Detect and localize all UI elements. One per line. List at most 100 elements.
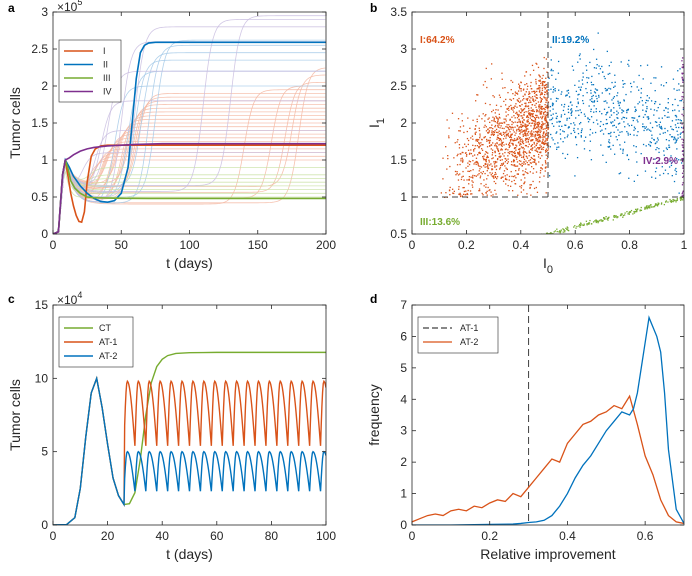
scatter-point xyxy=(532,98,534,100)
scatter-point xyxy=(533,90,536,92)
scatter-point xyxy=(659,174,661,176)
scatter-point xyxy=(680,120,683,122)
scatter-point xyxy=(680,100,683,102)
scatter-point xyxy=(590,116,593,118)
scatter-point xyxy=(548,175,551,177)
scatter-point xyxy=(522,89,525,91)
scatter-point xyxy=(550,59,552,61)
scatter-point xyxy=(530,119,533,121)
scatter-point xyxy=(500,149,502,151)
scatter-point xyxy=(458,188,460,190)
scatter-point xyxy=(605,90,607,92)
scatter-point xyxy=(612,144,614,147)
scatter-point xyxy=(601,113,603,115)
scatter-point xyxy=(501,143,503,145)
scatter-point xyxy=(468,170,471,173)
scatter-point xyxy=(519,105,522,107)
scatter-point xyxy=(570,108,573,110)
scatter-point xyxy=(518,141,520,143)
scatter-point xyxy=(447,157,449,160)
scatter-point xyxy=(526,105,528,108)
scatter-point xyxy=(530,131,532,133)
scatter-point xyxy=(476,140,479,142)
scatter-point xyxy=(654,170,657,173)
scatter-point xyxy=(525,160,527,162)
scatter-point xyxy=(483,126,485,128)
scatter-point xyxy=(482,171,485,173)
scatter-point xyxy=(520,108,522,110)
scatter-point xyxy=(529,133,531,135)
scatter-point xyxy=(538,133,540,136)
scatter-point xyxy=(663,85,665,87)
scatter-point xyxy=(543,132,545,134)
scatter-point xyxy=(462,146,464,149)
scatter-point xyxy=(560,229,562,231)
scatter-point xyxy=(617,216,619,218)
scatter-point xyxy=(529,85,532,87)
scatter-point xyxy=(497,149,500,152)
scatter-point xyxy=(538,122,541,125)
scatter-point xyxy=(516,111,518,114)
scatter-point xyxy=(590,92,592,94)
scatter-point xyxy=(545,130,548,132)
scatter-point xyxy=(538,153,540,156)
scatter-point xyxy=(535,138,537,140)
scatter-point xyxy=(531,139,533,142)
scatter-point xyxy=(473,154,476,156)
scatter-point xyxy=(541,164,544,166)
scatter-point xyxy=(505,133,508,136)
scatter-point xyxy=(487,152,489,154)
scatter-point xyxy=(534,122,536,124)
scatter-point xyxy=(509,145,511,147)
axes-frame xyxy=(52,304,327,526)
scatter-point xyxy=(486,251,487,252)
scatter-point xyxy=(536,138,538,141)
x-tick-label: 40 xyxy=(156,529,170,543)
scatter-point xyxy=(625,93,627,96)
scatter-point xyxy=(536,130,539,133)
x-tick-label: 60 xyxy=(210,529,224,543)
x-tick-label: 200 xyxy=(316,238,336,252)
scatter-point xyxy=(571,65,574,67)
scatter-point xyxy=(550,46,552,48)
scatter-point xyxy=(596,97,598,100)
scatter-point xyxy=(489,247,490,248)
scatter-point xyxy=(670,125,672,128)
scatter-point xyxy=(655,121,658,123)
scatter-point xyxy=(675,201,677,203)
scatter-point xyxy=(502,87,504,89)
scatter-point xyxy=(555,132,557,134)
scatter-point xyxy=(548,89,550,91)
scatter-point xyxy=(487,250,488,251)
scatter-point xyxy=(537,101,540,103)
scatter-point xyxy=(539,151,541,154)
scatter-point xyxy=(574,131,576,133)
scatter-point xyxy=(537,140,539,142)
scatter-point xyxy=(522,130,525,132)
scatter-point xyxy=(494,165,496,167)
scatter-point xyxy=(508,179,510,181)
scatter-point xyxy=(453,192,455,195)
scatter-point xyxy=(517,138,519,140)
scatter-point xyxy=(531,132,533,135)
scatter-point xyxy=(493,131,496,134)
scatter-point xyxy=(665,138,668,141)
scatter-point xyxy=(681,123,683,125)
scatter-point xyxy=(517,152,519,154)
scatter-point xyxy=(605,215,607,218)
scatter-point xyxy=(559,232,561,234)
scatter-point xyxy=(500,132,502,134)
scatter-point xyxy=(483,185,485,187)
scatter-point xyxy=(508,109,510,111)
replicate-line xyxy=(53,81,326,234)
replicate-line xyxy=(53,159,326,234)
scatter-point xyxy=(510,89,512,91)
scatter-point xyxy=(476,94,478,96)
scatter-point xyxy=(498,249,499,250)
scatter-point xyxy=(494,121,496,123)
scatter-point xyxy=(606,217,609,220)
scatter-point xyxy=(500,148,503,150)
scatter-point xyxy=(489,189,491,191)
scatter-point xyxy=(544,88,546,90)
scatter-point xyxy=(663,154,665,156)
